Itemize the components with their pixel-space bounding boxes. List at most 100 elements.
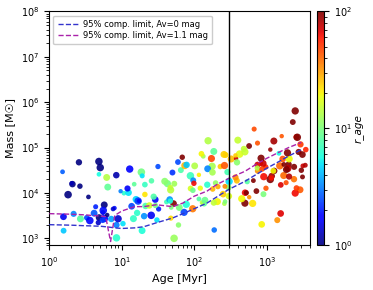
- Point: [211, 149, 217, 154]
- Point: [283, 180, 289, 185]
- Point: [253, 189, 259, 193]
- 95% comp. limit, Av=1.1 mag: [253, 163, 258, 166]
- Point: [170, 201, 176, 206]
- Point: [279, 134, 285, 138]
- Point: [139, 173, 145, 178]
- Point: [243, 191, 249, 195]
- Point: [100, 208, 106, 213]
- Point: [142, 182, 148, 187]
- Point: [210, 187, 216, 191]
- 95% comp. limit, Av=0 mag: [277, 160, 282, 163]
- Point: [210, 170, 216, 175]
- Point: [226, 194, 232, 198]
- Point: [97, 165, 103, 170]
- Point: [300, 152, 305, 157]
- Point: [95, 220, 101, 225]
- Point: [192, 164, 198, 168]
- Point: [286, 157, 292, 161]
- Point: [222, 163, 228, 168]
- Point: [232, 175, 238, 180]
- Point: [271, 168, 277, 173]
- 95% comp. limit, Av=0 mag: [181, 212, 185, 215]
- Point: [222, 201, 228, 206]
- Point: [175, 160, 181, 164]
- Point: [217, 164, 223, 169]
- Point: [276, 151, 282, 156]
- Point: [302, 163, 308, 168]
- Point: [164, 181, 170, 186]
- Point: [270, 168, 276, 173]
- Point: [239, 196, 245, 201]
- Point: [225, 170, 231, 174]
- Point: [78, 217, 84, 221]
- Point: [220, 192, 226, 196]
- 95% comp. limit, Av=0 mag: [103, 225, 108, 229]
- Point: [269, 174, 275, 178]
- 95% comp. limit, Av=1.1 mag: [47, 212, 51, 215]
- Point: [167, 197, 173, 202]
- Point: [199, 200, 205, 205]
- 95% comp. limit, Av=0 mag: [120, 227, 124, 230]
- Point: [261, 174, 267, 179]
- Point: [294, 135, 300, 139]
- Point: [60, 169, 66, 174]
- Point: [246, 144, 252, 148]
- Point: [296, 150, 302, 154]
- Point: [283, 167, 289, 172]
- 95% comp. limit, Av=0 mag: [243, 180, 247, 183]
- Point: [115, 216, 121, 221]
- Point: [70, 211, 76, 216]
- 95% comp. limit, Av=0 mag: [264, 166, 269, 170]
- Point: [255, 168, 261, 173]
- Point: [300, 164, 306, 168]
- Point: [280, 157, 286, 161]
- Point: [278, 183, 284, 187]
- 95% comp. limit, Av=0 mag: [47, 223, 51, 226]
- Point: [163, 200, 169, 204]
- Point: [234, 178, 240, 183]
- Point: [242, 201, 248, 206]
- Point: [268, 176, 274, 180]
- Point: [191, 181, 197, 186]
- Point: [139, 228, 145, 233]
- Point: [228, 157, 234, 161]
- Point: [131, 182, 137, 186]
- Point: [254, 162, 260, 167]
- 95% comp. limit, Av=0 mag: [98, 224, 102, 228]
- Point: [197, 186, 203, 191]
- Point: [244, 179, 250, 184]
- Point: [285, 166, 291, 171]
- Point: [154, 218, 160, 222]
- 95% comp. limit, Av=0 mag: [170, 216, 175, 220]
- Point: [77, 184, 83, 189]
- Point: [188, 186, 194, 191]
- Point: [87, 218, 93, 223]
- Y-axis label: Mass [M☉]: Mass [M☉]: [6, 98, 16, 158]
- Point: [303, 147, 309, 152]
- 95% comp. limit, Av=0 mag: [141, 225, 146, 229]
- Point: [211, 228, 217, 232]
- Point: [131, 216, 137, 221]
- Point: [196, 197, 202, 201]
- Point: [291, 164, 297, 169]
- Point: [190, 206, 196, 211]
- Point: [251, 127, 257, 131]
- Point: [188, 173, 194, 178]
- Point: [110, 207, 116, 211]
- Point: [69, 182, 75, 186]
- Point: [162, 179, 168, 184]
- Point: [298, 168, 304, 173]
- Point: [100, 218, 106, 222]
- Point: [151, 194, 157, 199]
- Point: [125, 186, 131, 191]
- Point: [171, 236, 177, 241]
- Point: [121, 191, 127, 195]
- 95% comp. limit, Av=1.1 mag: [205, 189, 209, 193]
- Point: [294, 186, 300, 190]
- Point: [104, 175, 110, 180]
- Point: [101, 203, 107, 207]
- Line: 95% comp. limit, Av=1.1 mag: 95% comp. limit, Av=1.1 mag: [49, 142, 301, 242]
- 95% comp. limit, Av=0 mag: [132, 226, 137, 230]
- 95% comp. limit, Av=1.1 mag: [82, 213, 86, 217]
- Point: [285, 151, 291, 155]
